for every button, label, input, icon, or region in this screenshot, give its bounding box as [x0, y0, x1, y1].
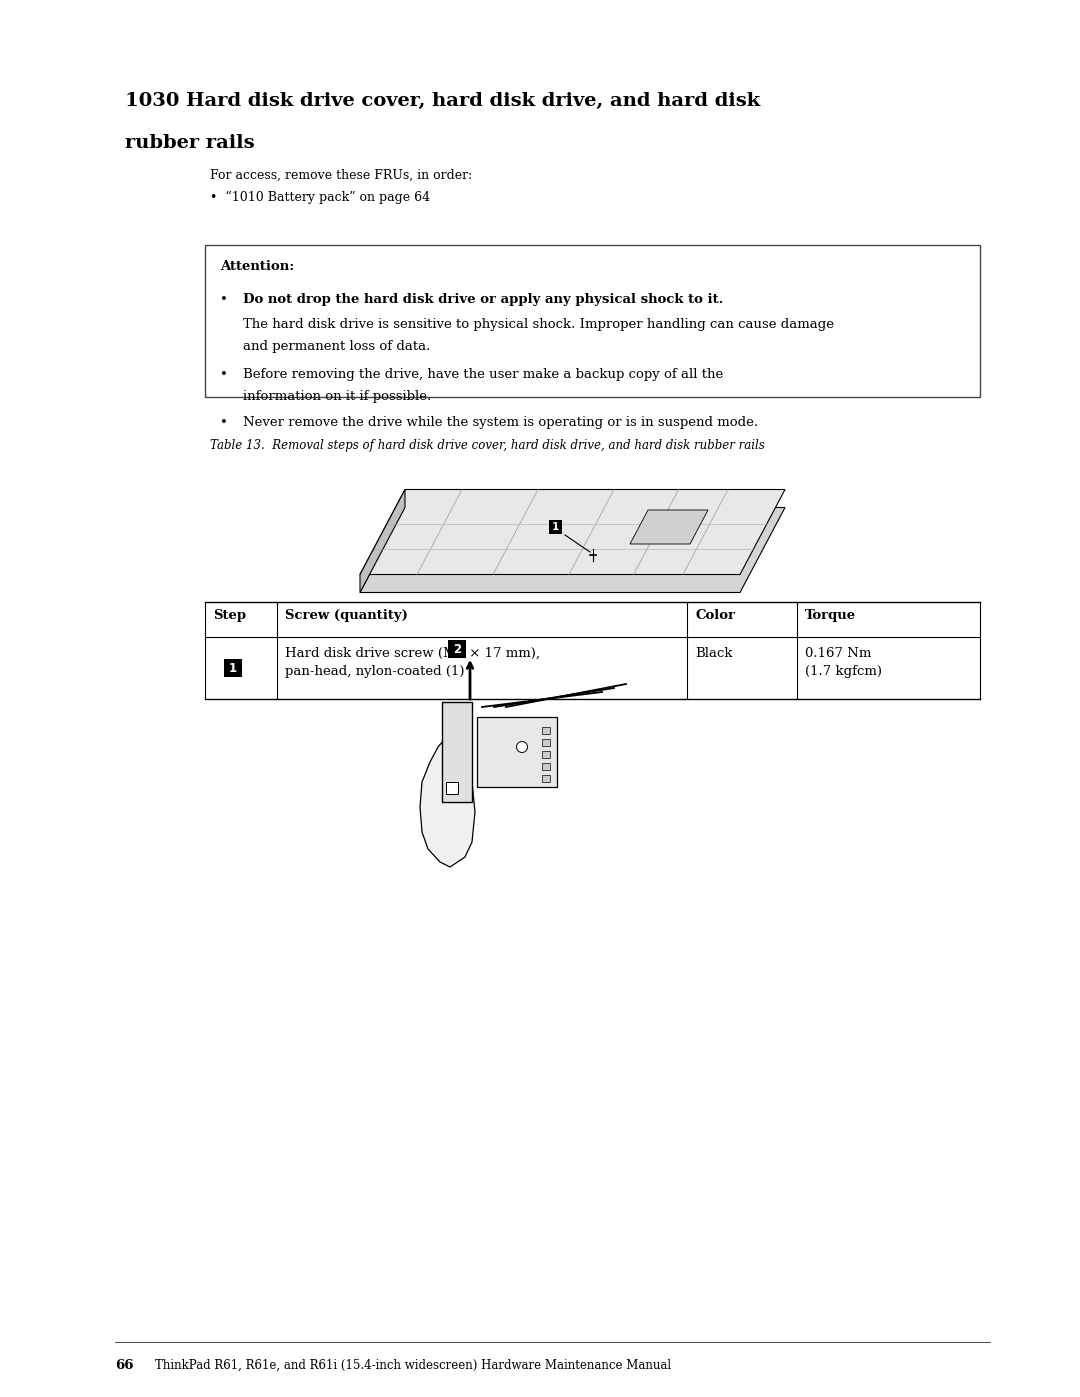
Text: Before removing the drive, have the user make a backup copy of all the: Before removing the drive, have the user…	[243, 367, 724, 381]
Text: Color: Color	[696, 609, 735, 622]
Text: Never remove the drive while the system is operating or is in suspend mode.: Never remove the drive while the system …	[243, 416, 758, 429]
Text: Step: Step	[213, 609, 246, 622]
Text: 1030 Hard disk drive cover, hard disk drive, and hard disk: 1030 Hard disk drive cover, hard disk dr…	[125, 92, 760, 110]
Text: 0.167 Nm
(1.7 kgfcm): 0.167 Nm (1.7 kgfcm)	[805, 647, 882, 678]
Text: and permanent loss of data.: and permanent loss of data.	[243, 339, 430, 353]
Text: Black: Black	[696, 647, 732, 659]
Bar	[542, 763, 550, 770]
Text: information on it if possible.: information on it if possible.	[243, 390, 431, 402]
Text: For access, remove these FRUs, in order:: For access, remove these FRUs, in order:	[210, 169, 472, 182]
Bar	[205, 244, 980, 397]
Text: Attention:: Attention:	[220, 260, 294, 272]
Bar	[549, 521, 562, 534]
Bar	[542, 739, 550, 746]
Polygon shape	[420, 738, 475, 868]
Bar	[542, 775, 550, 782]
Text: 2: 2	[453, 643, 461, 655]
Circle shape	[516, 742, 527, 753]
Text: 66: 66	[114, 1359, 134, 1372]
Text: Do not drop the hard disk drive or apply any physical shock to it.: Do not drop the hard disk drive or apply…	[243, 293, 724, 306]
Bar	[442, 703, 472, 802]
Text: Hard disk drive screw (M2 × 17 mm),
pan-head, nylon-coated (1): Hard disk drive screw (M2 × 17 mm), pan-…	[285, 647, 540, 678]
Text: Torque: Torque	[805, 609, 856, 622]
Polygon shape	[360, 489, 405, 592]
Polygon shape	[360, 489, 785, 574]
Text: Screw (quantity): Screw (quantity)	[285, 609, 408, 622]
Text: rubber rails: rubber rails	[125, 134, 255, 152]
Text: •  “1010 Battery pack” on page 64: • “1010 Battery pack” on page 64	[210, 191, 430, 204]
Bar	[446, 782, 458, 793]
Text: ThinkPad R61, R61e, and R61i (15.4-inch widescreen) Hardware Maintenance Manual: ThinkPad R61, R61e, and R61i (15.4-inch …	[156, 1359, 671, 1372]
Text: 1: 1	[229, 662, 238, 675]
Text: 1: 1	[552, 522, 558, 532]
Bar	[477, 717, 557, 787]
Bar	[542, 752, 550, 759]
Text: •: •	[220, 367, 228, 381]
Text: •: •	[220, 416, 228, 429]
Text: •: •	[220, 293, 228, 306]
Bar	[448, 640, 465, 658]
Polygon shape	[630, 510, 708, 543]
Bar	[224, 659, 242, 678]
Text: The hard disk drive is sensitive to physical shock. Improper handling can cause : The hard disk drive is sensitive to phys…	[243, 319, 834, 331]
Bar	[542, 726, 550, 733]
Text: Table 13.  Removal steps of hard disk drive cover, hard disk drive, and hard dis: Table 13. Removal steps of hard disk dri…	[210, 439, 765, 453]
Polygon shape	[360, 507, 785, 592]
